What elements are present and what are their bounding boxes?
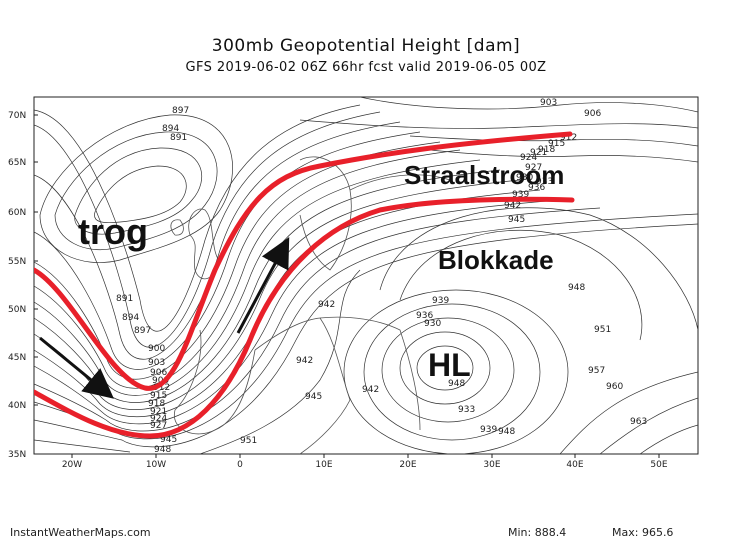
lon-tick-label: 0 [237,460,243,470]
min-value: Min: 888.4 [508,526,567,539]
jet-north-boundary [34,131,573,391]
contour-label: 918 [148,399,165,409]
contour-label: 945 [508,215,525,225]
contour-label: 948 [448,379,465,389]
latitude-axis: 70N 65N 60N 55N 50N 45N 40N 35N [8,111,38,460]
contour-label: 912 [153,383,170,393]
lat-tick-label: 70N [8,111,26,121]
contour-label: 915 [150,391,167,401]
contour-label: 921 [530,148,547,158]
jet-stream-outline [34,131,575,439]
map-subtitle: GFS 2019-06-02 06Z 66hr fcst valid 2019-… [185,60,547,75]
contour-label: 939 [512,190,529,200]
blocking-label: Blokkade [438,245,554,275]
contour-label: 948 [568,283,585,293]
contour-label: 963 [630,417,647,427]
contour-label: 927 [525,163,542,173]
contour-label: 939 [432,296,449,306]
contour-label: 894 [162,124,179,134]
lon-tick-label: 10E [315,460,332,470]
contour-label: 915 [548,139,565,149]
flow-arrows [39,237,290,399]
contour-label: 891 [170,133,187,143]
lat-tick-label: 45N [8,353,26,363]
map-title: 300mb Geopotential Height [dam] [211,36,521,56]
contour-label: 951 [240,436,257,446]
contour-label: 936 [528,183,545,193]
contour-label: 897 [172,106,189,116]
lon-tick-label: 30E [483,460,500,470]
lat-tick-label: 40N [8,401,26,411]
lat-tick-label: 60N [8,208,26,218]
source-credit: InstantWeatherMaps.com [10,526,151,539]
contour-label: 927 [150,421,167,431]
contour-label: 918 [538,145,555,155]
lon-tick-label: 20W [62,460,82,470]
contour-label: 951 [594,325,611,335]
contour-label: 903 [148,358,165,368]
contour-label: 945 [305,392,322,402]
contour-label: 930 [424,319,441,329]
jet-stream-label: Straalstroom [404,160,564,190]
contour-label: 903 [540,98,557,108]
lat-tick-label: 50N [8,305,26,315]
lon-tick-label: 10W [146,460,166,470]
contour-label: 957 [588,366,605,376]
contour-label: 906 [584,109,601,119]
lat-tick-label: 65N [8,158,26,168]
contour-label: 930 [516,173,533,183]
longitude-axis: 20W 10W 0 10E 20E 30E 40E 50E [62,454,668,470]
contour-label: 912 [560,133,577,143]
high-low-label: HL [428,347,471,383]
lon-tick-label: 40E [566,460,583,470]
contour-label: 942 [504,201,521,211]
arrow-icon [39,336,114,399]
contour-label: 921 [150,407,167,417]
contour-label: 897 [134,326,151,336]
lat-tick-label: 55N [8,257,26,267]
lon-tick-label: 50E [650,460,667,470]
contour-label: 933 [536,177,553,187]
max-value: Max: 965.6 [612,526,674,539]
contour-label: 945 [160,435,177,445]
contour-label: 933 [458,405,475,415]
contour-label: 942 [362,385,379,395]
trough-label: trog [78,211,148,252]
arrow-icon [236,237,290,334]
contour-label: 948 [498,427,515,437]
contour-label: 942 [296,356,313,366]
contour-label: 960 [606,382,623,392]
contour-label: 924 [150,414,167,424]
contour-lines [34,97,698,454]
lat-tick-label: 35N [8,450,26,460]
contour-label: 906 [150,368,167,378]
contour-label: 942 [318,300,335,310]
contour-label: 924 [520,153,537,163]
contour-label: 900 [148,344,165,354]
jet-south-boundary [34,196,575,439]
contour-label: 891 [116,294,133,304]
contour-label: 894 [122,313,139,323]
contour-label: 948 [154,445,171,455]
lon-tick-label: 20E [399,460,416,470]
contour-label: 936 [416,311,433,321]
contour-label: 939 [480,425,497,435]
